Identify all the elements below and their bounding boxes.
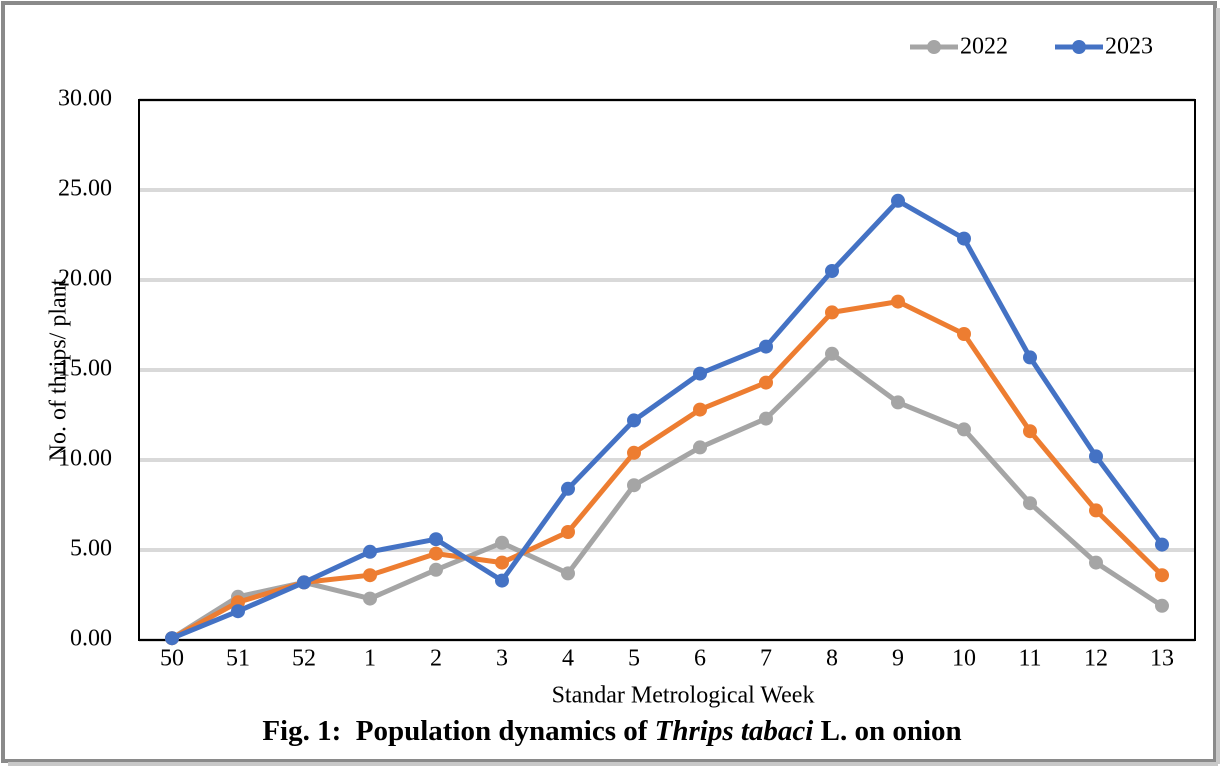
x-tick-label: 1 (364, 646, 376, 672)
data-point (1023, 424, 1037, 439)
plot (165, 193, 1169, 646)
x-tick-label: 10 (952, 646, 976, 672)
data-point (627, 445, 641, 460)
x-axis-label: Standar Metrological Week (552, 683, 815, 709)
x-tick-label: 52 (292, 646, 316, 672)
x-tick-label: 7 (760, 646, 772, 672)
y-tick-label: 15.00 (58, 356, 112, 382)
y-tick-label: 5.00 (70, 536, 112, 562)
data-point (891, 294, 905, 309)
data-point (363, 568, 377, 583)
data-point (1023, 496, 1037, 511)
data-point (1089, 555, 1103, 570)
caption-text: Fig. 1: Population dynamics of (262, 715, 654, 747)
x-tick-label: 5 (628, 646, 640, 672)
caption-text: L. on onion (813, 715, 961, 747)
caption-text: Thrips tabaci (655, 715, 814, 747)
y-tick-label: 20.00 (58, 266, 112, 292)
data-point (1155, 598, 1169, 613)
data-point (429, 562, 443, 577)
data-point (1155, 537, 1169, 552)
x-tick-label: 2 (430, 646, 442, 672)
legend-label: 2022 (960, 34, 1008, 60)
data-point (759, 411, 773, 426)
data-point (957, 231, 971, 246)
legend-marker (927, 40, 941, 54)
x-tick-label: 51 (226, 646, 250, 672)
data-point (1089, 503, 1103, 518)
data-point (561, 566, 575, 581)
x-tick-label: 9 (892, 646, 904, 672)
data-point (1089, 449, 1103, 464)
data-point (495, 555, 509, 570)
x-tick-label: 6 (694, 646, 706, 672)
data-point (627, 478, 641, 493)
series-line (170, 299, 1164, 641)
caption: Fig. 1: Population dynamics of Thrips ta… (262, 715, 961, 747)
y-tick-label: 25.00 (58, 176, 112, 202)
data-point (231, 604, 245, 619)
x-tick-label: 12 (1084, 646, 1108, 672)
y-tick-label: 10.00 (58, 446, 112, 472)
data-point (825, 346, 839, 361)
data-point (363, 591, 377, 606)
data-point (561, 481, 575, 496)
data-point (363, 544, 377, 559)
data-point (891, 395, 905, 410)
data-point (759, 375, 773, 390)
data-point (957, 422, 971, 437)
data-point (693, 402, 707, 417)
data-point (693, 366, 707, 381)
data-point (825, 305, 839, 320)
x-tick-label: 4 (562, 646, 574, 672)
series-line (170, 351, 1164, 641)
data-point (1155, 568, 1169, 583)
data-point (495, 535, 509, 550)
data-point (429, 546, 443, 561)
y-tick-label: 30.00 (58, 86, 112, 112)
legend-label: 2023 (1105, 34, 1153, 60)
data-point (1023, 350, 1037, 365)
data-point (957, 327, 971, 341)
data-point (759, 339, 773, 354)
x-tick-label: 11 (1018, 646, 1041, 672)
data-point (627, 413, 641, 428)
legend-marker (1072, 40, 1086, 54)
x-tick-label: 3 (496, 646, 508, 672)
data-point (825, 264, 839, 278)
data-point (561, 525, 575, 539)
y-tick-label: 0.00 (70, 626, 112, 652)
x-tick-label: 13 (1150, 646, 1174, 672)
plot-area (138, 99, 1196, 641)
y-axis-label: No. of thrips/ plant (46, 278, 72, 461)
data-point (693, 440, 707, 455)
data-point (891, 193, 905, 208)
data-point (297, 575, 311, 590)
x-tick-label: 50 (160, 646, 184, 672)
x-tick-label: 8 (826, 646, 838, 672)
legend: 2022 2023 (910, 34, 1153, 60)
data-point (165, 631, 179, 646)
series-line (171, 198, 1165, 641)
data-point (429, 532, 443, 547)
data-point (495, 573, 509, 588)
